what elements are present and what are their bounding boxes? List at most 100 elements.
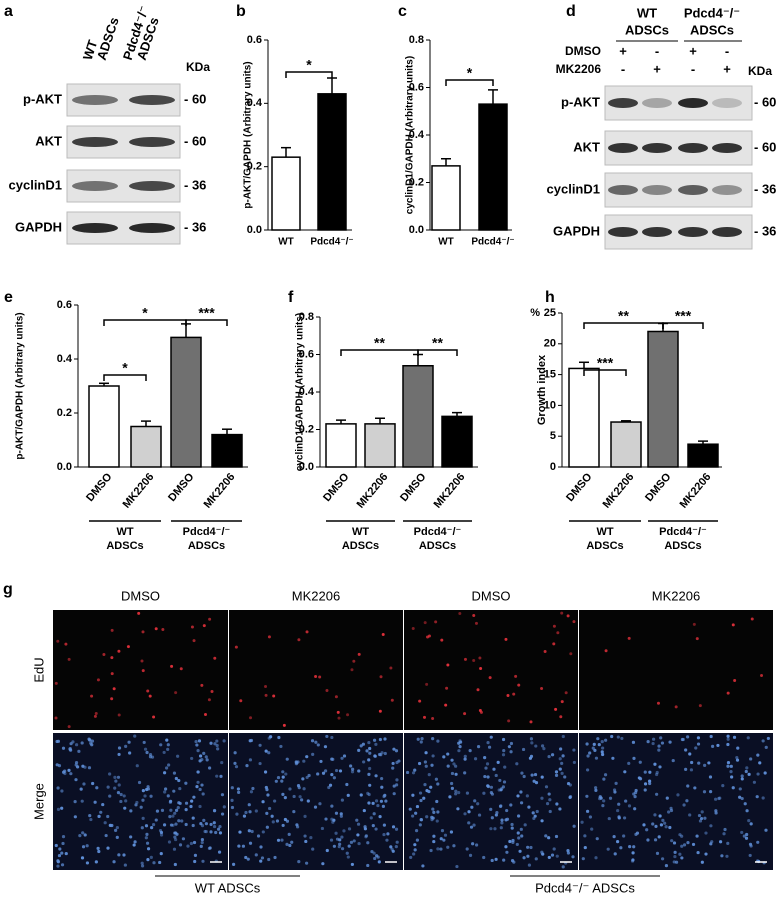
cell xyxy=(178,843,183,847)
cell xyxy=(419,740,423,744)
cell xyxy=(171,814,175,818)
cell xyxy=(638,777,643,781)
cell xyxy=(133,734,137,738)
error-bar xyxy=(375,417,385,424)
cell xyxy=(624,799,628,803)
cell xyxy=(93,714,97,718)
cell xyxy=(330,804,334,808)
blot-band xyxy=(712,227,742,237)
cell xyxy=(330,735,334,740)
cell xyxy=(686,784,690,788)
cell xyxy=(119,799,123,804)
cell xyxy=(285,757,289,761)
cell xyxy=(177,819,181,823)
cell xyxy=(389,666,393,670)
cell xyxy=(756,840,760,844)
cell xyxy=(534,744,538,748)
cell xyxy=(651,822,655,826)
cell xyxy=(488,676,492,680)
cell xyxy=(746,736,750,740)
cell xyxy=(374,774,378,778)
cell xyxy=(721,784,725,788)
cell xyxy=(173,811,177,815)
cell xyxy=(593,748,597,752)
x-tick-label: MK2206 xyxy=(355,471,391,511)
cell xyxy=(146,857,150,862)
row-label: GAPDH xyxy=(15,219,62,234)
cell xyxy=(129,835,133,839)
cell xyxy=(413,768,417,772)
cell xyxy=(413,848,417,852)
cell xyxy=(566,614,570,618)
cell xyxy=(96,846,100,850)
cell xyxy=(323,745,328,749)
bar xyxy=(271,156,301,231)
cell xyxy=(379,753,383,757)
cell xyxy=(382,832,386,837)
cell xyxy=(193,859,197,864)
cell xyxy=(176,806,180,810)
cell xyxy=(516,794,520,798)
cell xyxy=(646,838,650,842)
cell xyxy=(750,617,754,621)
cell xyxy=(486,741,490,745)
cell xyxy=(749,844,753,848)
cell xyxy=(417,761,422,766)
x-tick-label: MK2206 xyxy=(432,471,468,511)
row-label: p-AKT xyxy=(23,91,62,106)
cell xyxy=(371,801,375,805)
cell xyxy=(660,857,665,861)
cell xyxy=(305,630,309,634)
cell xyxy=(263,770,268,774)
cell xyxy=(501,785,506,789)
row-label: Merge xyxy=(31,783,46,820)
cell xyxy=(440,829,445,833)
blot-band xyxy=(678,98,708,108)
cell xyxy=(552,624,556,628)
cell xyxy=(744,769,748,774)
cell xyxy=(305,755,309,759)
cell xyxy=(177,801,181,805)
x-tick-label: MK2206 xyxy=(601,471,637,511)
cell xyxy=(305,775,309,780)
cell xyxy=(260,856,265,860)
cell xyxy=(302,787,306,791)
y-tick-label: 0.4 xyxy=(247,97,263,109)
cell xyxy=(80,741,84,745)
cell xyxy=(352,839,356,843)
y-tick-label: 0.6 xyxy=(409,81,424,93)
cell xyxy=(288,787,292,791)
x-tick-label: DMSO xyxy=(564,471,595,504)
cell xyxy=(696,850,700,855)
cell xyxy=(492,767,496,771)
cell xyxy=(201,792,205,796)
cell xyxy=(494,773,498,778)
cell xyxy=(614,781,618,786)
cell xyxy=(362,808,366,813)
error-bar xyxy=(488,89,498,105)
column-label: MK2206 xyxy=(292,588,340,603)
cell xyxy=(566,849,570,853)
cell xyxy=(756,772,760,776)
cell xyxy=(519,827,523,831)
cell xyxy=(622,816,627,820)
cell xyxy=(548,798,552,802)
cell xyxy=(544,834,548,838)
marker-label: - 36 xyxy=(184,177,206,192)
cell xyxy=(359,744,363,748)
cell xyxy=(512,692,516,696)
cell xyxy=(745,832,749,837)
cell xyxy=(234,645,238,649)
cell xyxy=(657,835,661,839)
cell xyxy=(450,781,454,786)
cell xyxy=(60,806,64,810)
cell xyxy=(473,799,477,803)
cell xyxy=(383,737,387,741)
cell xyxy=(270,814,274,818)
cell xyxy=(201,859,205,863)
blot-band xyxy=(129,95,175,105)
blot-band xyxy=(608,98,638,108)
error-bar xyxy=(413,353,423,366)
cell xyxy=(378,709,382,713)
cell xyxy=(141,630,145,634)
